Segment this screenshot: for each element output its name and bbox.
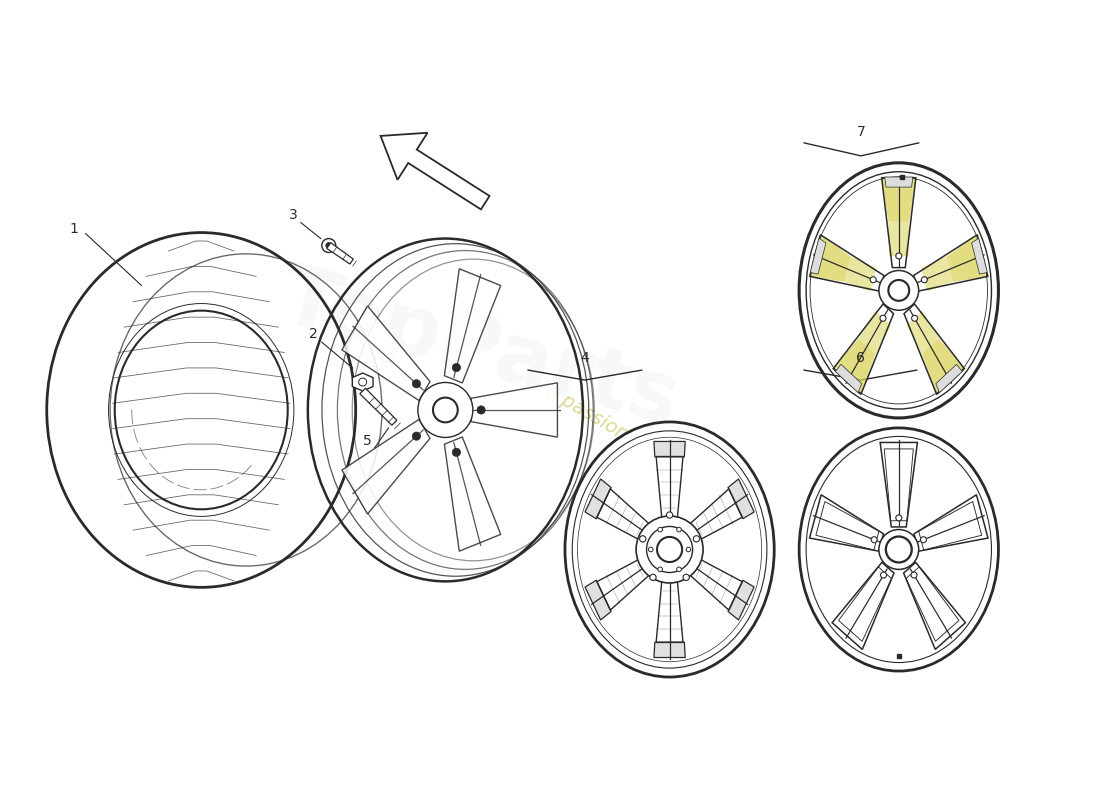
Text: 5: 5 — [363, 434, 372, 448]
Polygon shape — [889, 222, 910, 256]
Circle shape — [359, 378, 366, 386]
Circle shape — [657, 537, 682, 562]
Text: 7: 7 — [857, 125, 866, 139]
Polygon shape — [947, 234, 988, 282]
Polygon shape — [906, 310, 939, 354]
Circle shape — [452, 363, 461, 372]
Polygon shape — [728, 580, 755, 620]
Polygon shape — [921, 256, 954, 292]
Circle shape — [650, 574, 656, 581]
Circle shape — [911, 572, 917, 578]
Circle shape — [477, 406, 485, 414]
Polygon shape — [585, 580, 612, 620]
Ellipse shape — [799, 163, 999, 418]
Polygon shape — [654, 642, 685, 658]
Polygon shape — [845, 256, 877, 292]
Polygon shape — [971, 238, 988, 274]
Circle shape — [647, 526, 693, 573]
Circle shape — [881, 572, 887, 578]
Circle shape — [912, 315, 917, 322]
Circle shape — [886, 537, 912, 562]
Circle shape — [693, 536, 700, 542]
Polygon shape — [728, 479, 755, 518]
Polygon shape — [471, 383, 558, 437]
Ellipse shape — [308, 238, 583, 582]
Circle shape — [871, 537, 877, 542]
Circle shape — [412, 380, 420, 388]
Polygon shape — [859, 310, 891, 354]
Text: 3: 3 — [289, 208, 298, 222]
Circle shape — [658, 567, 662, 572]
Text: 1: 1 — [69, 222, 78, 235]
Ellipse shape — [799, 428, 999, 671]
Circle shape — [683, 574, 690, 581]
Ellipse shape — [565, 422, 774, 677]
Circle shape — [452, 448, 461, 457]
Polygon shape — [882, 178, 916, 222]
Polygon shape — [342, 306, 430, 401]
Text: 6: 6 — [857, 351, 866, 365]
Polygon shape — [444, 437, 500, 551]
Text: 2: 2 — [309, 327, 318, 342]
Circle shape — [322, 238, 335, 253]
Circle shape — [667, 512, 673, 518]
Text: TopParts: TopParts — [273, 258, 689, 442]
Circle shape — [636, 516, 703, 583]
Polygon shape — [936, 364, 962, 393]
Polygon shape — [381, 133, 490, 210]
Ellipse shape — [114, 310, 288, 510]
Circle shape — [639, 536, 646, 542]
Polygon shape — [444, 269, 500, 383]
Circle shape — [676, 567, 681, 572]
Polygon shape — [654, 442, 685, 457]
Text: a passion for parts since: a passion for parts since — [541, 382, 758, 518]
Polygon shape — [922, 338, 965, 394]
Circle shape — [686, 547, 691, 552]
Polygon shape — [585, 479, 612, 518]
Polygon shape — [352, 373, 373, 391]
Polygon shape — [342, 419, 430, 514]
Circle shape — [326, 242, 332, 249]
Circle shape — [879, 270, 918, 310]
Polygon shape — [327, 242, 353, 264]
Circle shape — [880, 315, 886, 322]
Circle shape — [418, 382, 473, 438]
Polygon shape — [833, 338, 876, 394]
Polygon shape — [835, 364, 861, 393]
Circle shape — [433, 398, 458, 422]
Polygon shape — [884, 177, 913, 187]
Circle shape — [658, 527, 662, 532]
Circle shape — [648, 547, 653, 552]
Polygon shape — [811, 238, 826, 274]
Circle shape — [412, 432, 420, 440]
Circle shape — [879, 530, 918, 570]
Circle shape — [895, 515, 902, 521]
Circle shape — [889, 280, 910, 301]
Ellipse shape — [47, 233, 355, 587]
Circle shape — [921, 537, 926, 542]
Text: 4: 4 — [581, 351, 590, 365]
Circle shape — [895, 253, 902, 259]
Circle shape — [676, 527, 681, 532]
Circle shape — [922, 277, 927, 282]
Polygon shape — [360, 388, 397, 426]
Polygon shape — [810, 234, 850, 282]
Circle shape — [870, 277, 877, 282]
